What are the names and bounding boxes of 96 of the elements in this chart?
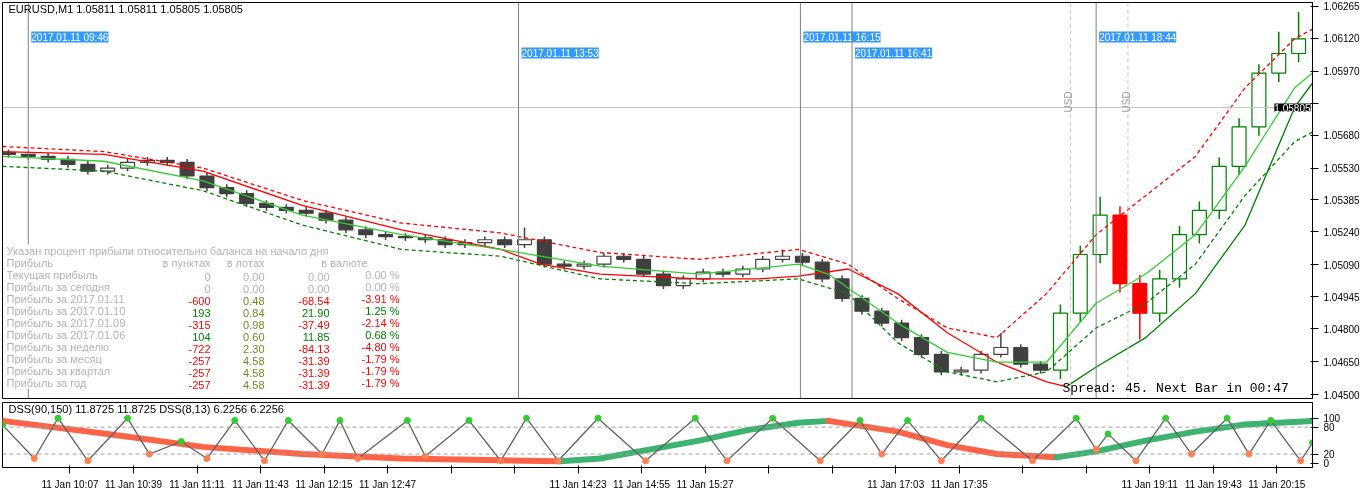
ref-line-label: 1.05805 bbox=[1274, 102, 1311, 114]
annotation: -315 bbox=[188, 318, 211, 331]
y-tick-label: 1.05530 bbox=[1323, 163, 1361, 175]
annotation: 2.30 bbox=[243, 342, 265, 355]
ref-line-label: 2017.01.11 18:44 bbox=[1099, 31, 1177, 43]
annotation: Прибыль за 2017.01.09 bbox=[6, 316, 126, 329]
annotation: 193 bbox=[192, 306, 211, 319]
annotation: 4.58 bbox=[243, 354, 265, 367]
annotation: в валюте bbox=[321, 256, 368, 269]
annotation: Прибыль за год bbox=[6, 376, 87, 389]
annotation: -1.79 % bbox=[361, 364, 400, 377]
annotation: -1.79 % bbox=[361, 376, 400, 389]
annotation: -600 bbox=[188, 294, 211, 307]
annotation: -2.14 % bbox=[361, 316, 400, 329]
x-tick-label: 11 Jan 11:43 bbox=[232, 478, 290, 490]
annotation: 4.58 bbox=[243, 366, 265, 379]
annotation: Прибыль за месяц bbox=[6, 352, 103, 365]
annotation: Указан процент прибыли относительно баланса на начало дня bbox=[6, 244, 329, 257]
y-tick-label: 1.06120 bbox=[1323, 33, 1361, 45]
ref-line-label: USD bbox=[1063, 91, 1075, 113]
annotation: -257 bbox=[188, 378, 211, 391]
annotation: 0.98 bbox=[243, 318, 265, 331]
annotation: 0.00 % bbox=[365, 268, 400, 281]
annotation: -31.39 bbox=[298, 366, 330, 379]
annotation: 0.60 bbox=[243, 330, 265, 343]
annotation: 0.00 bbox=[308, 270, 330, 283]
x-tick-label: 11 Jan 17:35 bbox=[930, 478, 989, 490]
annotation: -84.13 bbox=[298, 342, 330, 355]
annotation: 0.68 % bbox=[365, 328, 400, 341]
y-tick-label: 1.06265 bbox=[1323, 1, 1361, 13]
y-tick-label: 1.05680 bbox=[1323, 130, 1361, 142]
x-tick-label: 11 Jan 14:55 bbox=[613, 478, 671, 490]
y-tick-label: 1.05385 bbox=[1323, 194, 1361, 206]
annotation: -3.91 % bbox=[361, 292, 400, 305]
annotation: Прибыль за квартал bbox=[6, 364, 111, 377]
y-tick-label: 100 bbox=[1323, 413, 1341, 425]
y-tick-label: 20 bbox=[1323, 449, 1336, 461]
annotation: 0 bbox=[204, 270, 211, 283]
annotation: 1.25 % bbox=[365, 304, 400, 317]
annotation: -257 bbox=[188, 354, 211, 367]
x-tick-label: 11 Jan 12:15 bbox=[295, 478, 354, 490]
annotation: 0.00 % bbox=[365, 280, 400, 293]
x-tick-label: 11 Jan 14:23 bbox=[549, 478, 608, 490]
y-tick-label: 1.05090 bbox=[1323, 259, 1361, 271]
x-tick-label: 11 Jan 10:39 bbox=[104, 478, 163, 490]
x-tick-label: 11 Jan 19:43 bbox=[1184, 478, 1243, 490]
y-tick-label: 1.04800 bbox=[1323, 323, 1361, 335]
y-tick-label: 1.04650 bbox=[1323, 356, 1361, 368]
annotation: Прибыль за сегодня bbox=[6, 280, 111, 293]
x-tick-label: 11 Jan 15:27 bbox=[676, 478, 735, 490]
annotation: -68.54 bbox=[298, 294, 330, 307]
y-tick-label: 1.05970 bbox=[1323, 66, 1361, 78]
y-tick-label: 1.04500 bbox=[1323, 389, 1361, 401]
x-tick-label: 11 Jan 12:47 bbox=[359, 478, 417, 490]
x-tick-label: 11 Jan 11:11 bbox=[169, 478, 226, 490]
x-tick-label: 11 Jan 19:11 bbox=[1121, 478, 1179, 490]
annotation: -1.79 % bbox=[361, 352, 400, 365]
annotation: Прибыль за неделю bbox=[6, 340, 110, 353]
y-tick-label: 0 bbox=[1323, 458, 1330, 470]
chart-title: EURUSD,M1 1.05811 1.05811 1.05805 1.05805 bbox=[8, 2, 243, 15]
annotation: -31.39 bbox=[298, 378, 330, 391]
annotation: Прибыль за 2017.01.06 bbox=[6, 328, 126, 341]
ref-line-label: 2017.01.11 16:15 bbox=[803, 31, 881, 43]
annotation: Прибыль за 2017.01.11 bbox=[6, 292, 125, 305]
annotation: -37.49 bbox=[298, 318, 330, 331]
annotation: Прибыль за 2017.01.10 bbox=[6, 304, 126, 317]
annotation: Spread: 45. Next Bar in 00:47 bbox=[1062, 380, 1289, 396]
ref-line-label: 2017.01.11 16:41 bbox=[855, 47, 933, 59]
x-tick-label: 11 Jan 10:07 bbox=[41, 478, 99, 490]
annotation: -722 bbox=[188, 342, 211, 355]
annotation: -31.39 bbox=[298, 354, 330, 367]
y-tick-label: 80 bbox=[1323, 422, 1336, 434]
annotation: 0.00 bbox=[243, 270, 265, 283]
annotation: -4.80 % bbox=[361, 340, 400, 353]
y-tick-label: 1.05240 bbox=[1323, 226, 1361, 238]
chart-title: DSS(90,150) 11.8725 11.8725 DSS(8,13) 6.2256 6.2256 bbox=[8, 402, 284, 415]
annotation: 21.90 bbox=[301, 306, 330, 319]
ref-line-label: USD bbox=[1120, 91, 1132, 113]
annotation: 0 bbox=[204, 282, 211, 295]
x-tick-label: 11 Jan 20:15 bbox=[1248, 478, 1306, 490]
x-tick-label: 11 Jan 17:03 bbox=[867, 478, 925, 490]
annotation: 0.84 bbox=[243, 306, 265, 319]
ref-line-label: 2017.01.11 09:46 bbox=[31, 31, 109, 43]
annotation: 104 bbox=[192, 330, 211, 343]
annotation: 0.48 bbox=[243, 294, 265, 307]
annotation: 0.00 bbox=[243, 282, 265, 295]
annotation: 11.85 bbox=[302, 330, 330, 343]
ref-line-label: 2017.01.11 13:53 bbox=[521, 47, 600, 59]
y-tick-label: 1.04945 bbox=[1323, 291, 1361, 303]
annotation: -257 bbox=[188, 366, 211, 379]
annotation: 0.00 bbox=[308, 282, 330, 295]
annotation: в пунктах bbox=[162, 256, 211, 269]
annotation: 4.58 bbox=[243, 378, 265, 391]
annotation: Текущая прибыль bbox=[6, 268, 99, 281]
annotation: в лотах bbox=[226, 256, 265, 269]
annotation: Прибыль bbox=[6, 256, 54, 269]
